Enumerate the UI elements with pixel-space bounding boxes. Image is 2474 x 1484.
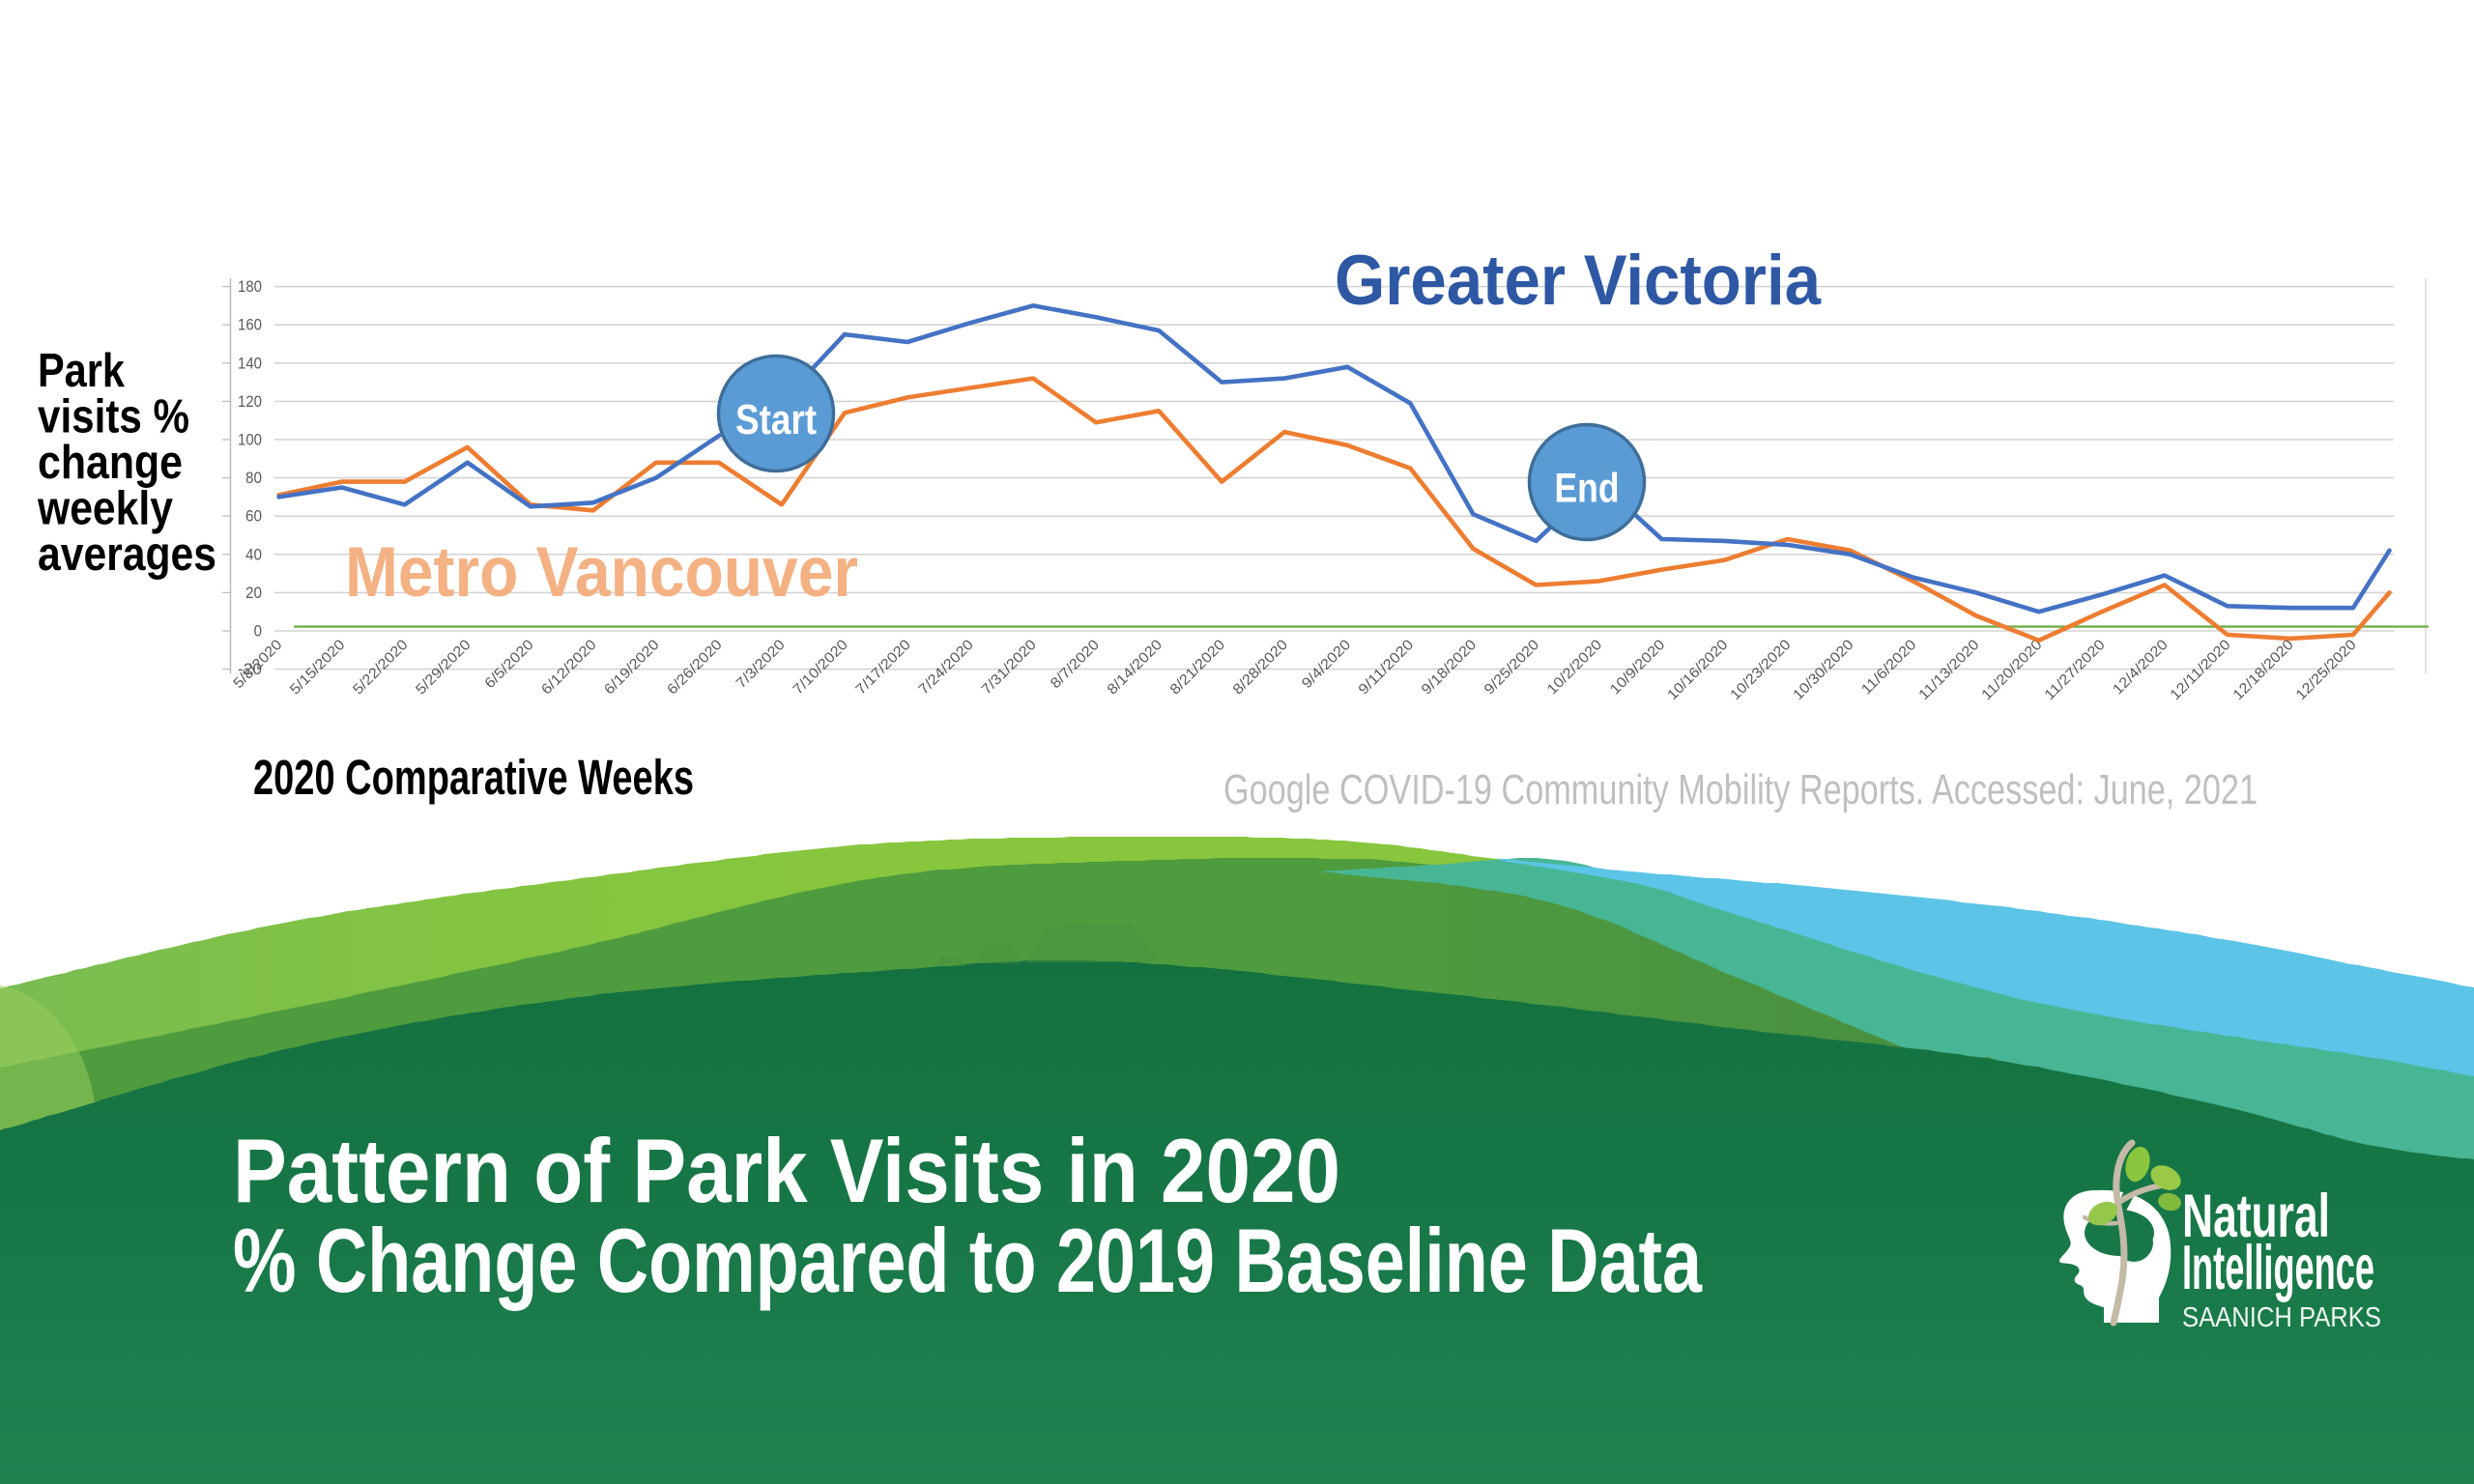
svg-text:% Change Compared to 2019 Base: % Change Compared to 2019 Baseline Data [233,1210,1703,1311]
svg-text:140: 140 [238,354,262,372]
svg-text:Start: Start [735,396,817,443]
svg-text:20: 20 [245,584,262,602]
svg-text:2020 Comparative Weeks: 2020 Comparative Weeks [253,750,694,805]
svg-text:change: change [38,437,183,489]
svg-text:averages: averages [38,528,216,581]
svg-text:Intelligence: Intelligence [2182,1232,2374,1302]
svg-text:weekly: weekly [37,483,173,535]
svg-text:60: 60 [245,507,262,526]
svg-text:100: 100 [238,431,262,449]
svg-text:Greater Victoria: Greater Victoria [1335,242,1822,320]
svg-text:Pattern of Park Visits in 2020: Pattern of Park Visits in 2020 [233,1120,1340,1221]
svg-text:180: 180 [238,277,262,296]
svg-text:40: 40 [245,545,262,563]
svg-text:80: 80 [245,469,262,487]
svg-text:End: End [1555,466,1620,512]
svg-text:SAANICH PARKS: SAANICH PARKS [2182,1302,2381,1333]
svg-text:Park: Park [38,345,126,397]
svg-text:visits %: visits % [38,391,189,443]
svg-text:120: 120 [238,392,262,411]
svg-text:Metro Vancouver: Metro Vancouver [345,533,858,612]
svg-text:0: 0 [254,622,262,641]
svg-text:Natural: Natural [2182,1183,2330,1250]
svg-text:Google COVID-19 Community Mobi: Google COVID-19 Community Mobility Repor… [1223,766,2258,813]
svg-text:-20: -20 [238,660,262,678]
svg-text:160: 160 [238,316,262,334]
